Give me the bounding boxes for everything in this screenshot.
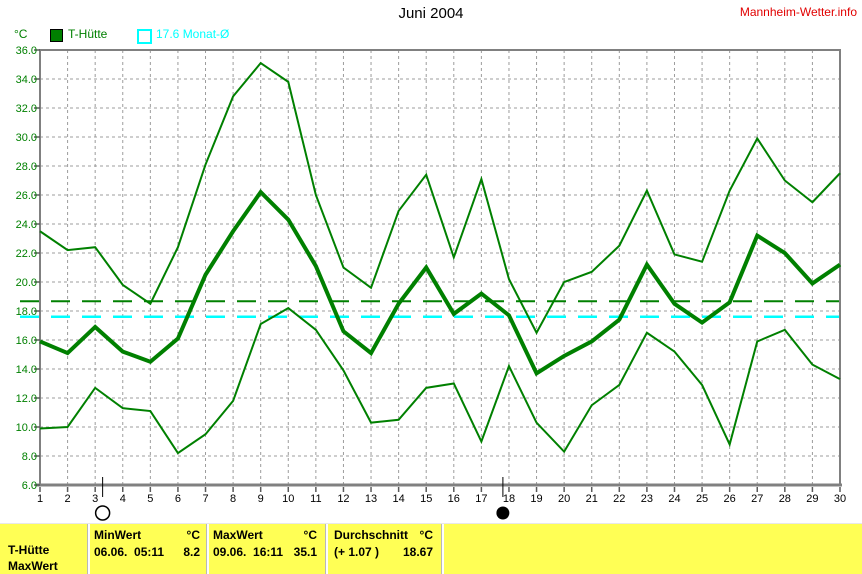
y-tick-label: 14.0 (16, 364, 37, 376)
x-tick-label: 27 (751, 493, 763, 505)
footer-avg-column: Durchschnitt °C (+ 1.07 ) 18.67 (334, 528, 433, 559)
x-tick-label: 26 (724, 493, 736, 505)
x-tick-label: 23 (641, 493, 653, 505)
y-tick-label: 20.0 (16, 277, 37, 289)
y-tick-label: 24.0 (16, 219, 37, 231)
min-header: MinWert (94, 528, 142, 542)
y-tick-label: 26.0 (16, 190, 37, 202)
x-tick-label: 29 (806, 493, 818, 505)
avg-header: Durchschnitt (334, 528, 409, 542)
legend-swatch-t-huette (50, 29, 63, 42)
page-title: Juni 2004 (398, 5, 464, 22)
avg-deviation: (+ 1.07 ) (334, 545, 380, 559)
y-tick-label: 8.0 (22, 451, 37, 463)
x-tick-label: 22 (613, 493, 625, 505)
x-tick-label: 14 (392, 493, 404, 505)
footer-min-column: MinWert °C 06.06. 05:11 8.2 (94, 528, 200, 559)
legend-label-t-huette: T-Hütte (68, 27, 108, 41)
legend-swatch-monthly-avg (137, 29, 152, 44)
y-tick-label: 22.0 (16, 248, 37, 260)
y-tick-label: 6.0 (22, 480, 37, 492)
x-tick-label: 4 (120, 493, 126, 505)
x-tick-label: 12 (337, 493, 349, 505)
min-unit: °C (186, 528, 200, 542)
series-min-line (39, 306, 841, 455)
temperature-chart: 6.08.010.012.014.016.018.020.022.024.026… (16, 45, 846, 521)
x-tick-label: 8 (230, 493, 236, 505)
y-tick-label: 32.0 (16, 103, 37, 115)
x-tick-label: 13 (365, 493, 377, 505)
x-tick-label: 9 (258, 493, 264, 505)
legend-label-monthly-avg: 17.6 Monat-Ø (156, 27, 230, 41)
x-tick-label: 1 (37, 493, 43, 505)
new-moon-icon (496, 506, 510, 520)
x-tick-label: 10 (282, 493, 294, 505)
y-axis-unit-label: °C (14, 27, 28, 41)
y-tick-label: 28.0 (16, 161, 37, 173)
footer-separator (87, 524, 90, 574)
max-header: MaxWert (213, 528, 263, 542)
x-tick-label: 20 (558, 493, 570, 505)
max-value: 35.1 (293, 545, 317, 559)
footer-separator (441, 524, 444, 574)
y-tick-label: 10.0 (16, 422, 37, 434)
y-tick-label: 18.0 (16, 306, 37, 318)
x-tick-label: 19 (530, 493, 542, 505)
x-tick-label: 17 (475, 493, 487, 505)
x-tick-label: 28 (779, 493, 791, 505)
x-tick-label: 30 (834, 493, 846, 505)
footer-separator (325, 524, 328, 574)
x-tick-label: 21 (586, 493, 598, 505)
y-tick-label: 34.0 (16, 74, 37, 86)
y-tick-label: 12.0 (16, 393, 37, 405)
x-tick-label: 6 (175, 493, 181, 505)
series-max-line (39, 61, 841, 335)
series-mean-line (39, 189, 842, 377)
x-tick-label: 24 (668, 493, 680, 505)
footer-series-sublabel: MaxWert (8, 559, 58, 573)
min-datetime: 06.06. 05:11 (94, 545, 165, 559)
x-tick-label: 11 (310, 493, 321, 505)
max-datetime: 09.06. 16:11 (213, 545, 284, 559)
site-link[interactable]: Mannheim-Wetter.info (739, 5, 857, 19)
stats-footer: T-Hütte MaxWert MinWert °C 06.06. 05:11 … (0, 523, 862, 574)
x-tick-label: 2 (65, 493, 71, 505)
avg-value: 18.67 (402, 545, 433, 559)
footer-series-label: T-Hütte (8, 543, 50, 557)
footer-max-column: MaxWert °C 09.06. 16:11 35.1 (213, 528, 317, 559)
y-tick-label: 16.0 (16, 335, 37, 347)
min-value: 8.2 (183, 545, 200, 559)
footer-separator (206, 524, 209, 574)
y-tick-label: 30.0 (16, 132, 37, 144)
x-tick-label: 3 (92, 493, 98, 505)
x-tick-label: 16 (448, 493, 460, 505)
x-tick-label: 18 (503, 493, 515, 505)
y-tick-label: 36.0 (16, 45, 37, 57)
x-tick-label: 25 (696, 493, 708, 505)
max-unit: °C (303, 528, 317, 542)
x-tick-label: 5 (147, 493, 153, 505)
avg-unit: °C (419, 528, 433, 542)
full-moon-icon (94, 505, 111, 521)
x-tick-label: 15 (420, 493, 432, 505)
x-tick-label: 7 (202, 493, 208, 505)
